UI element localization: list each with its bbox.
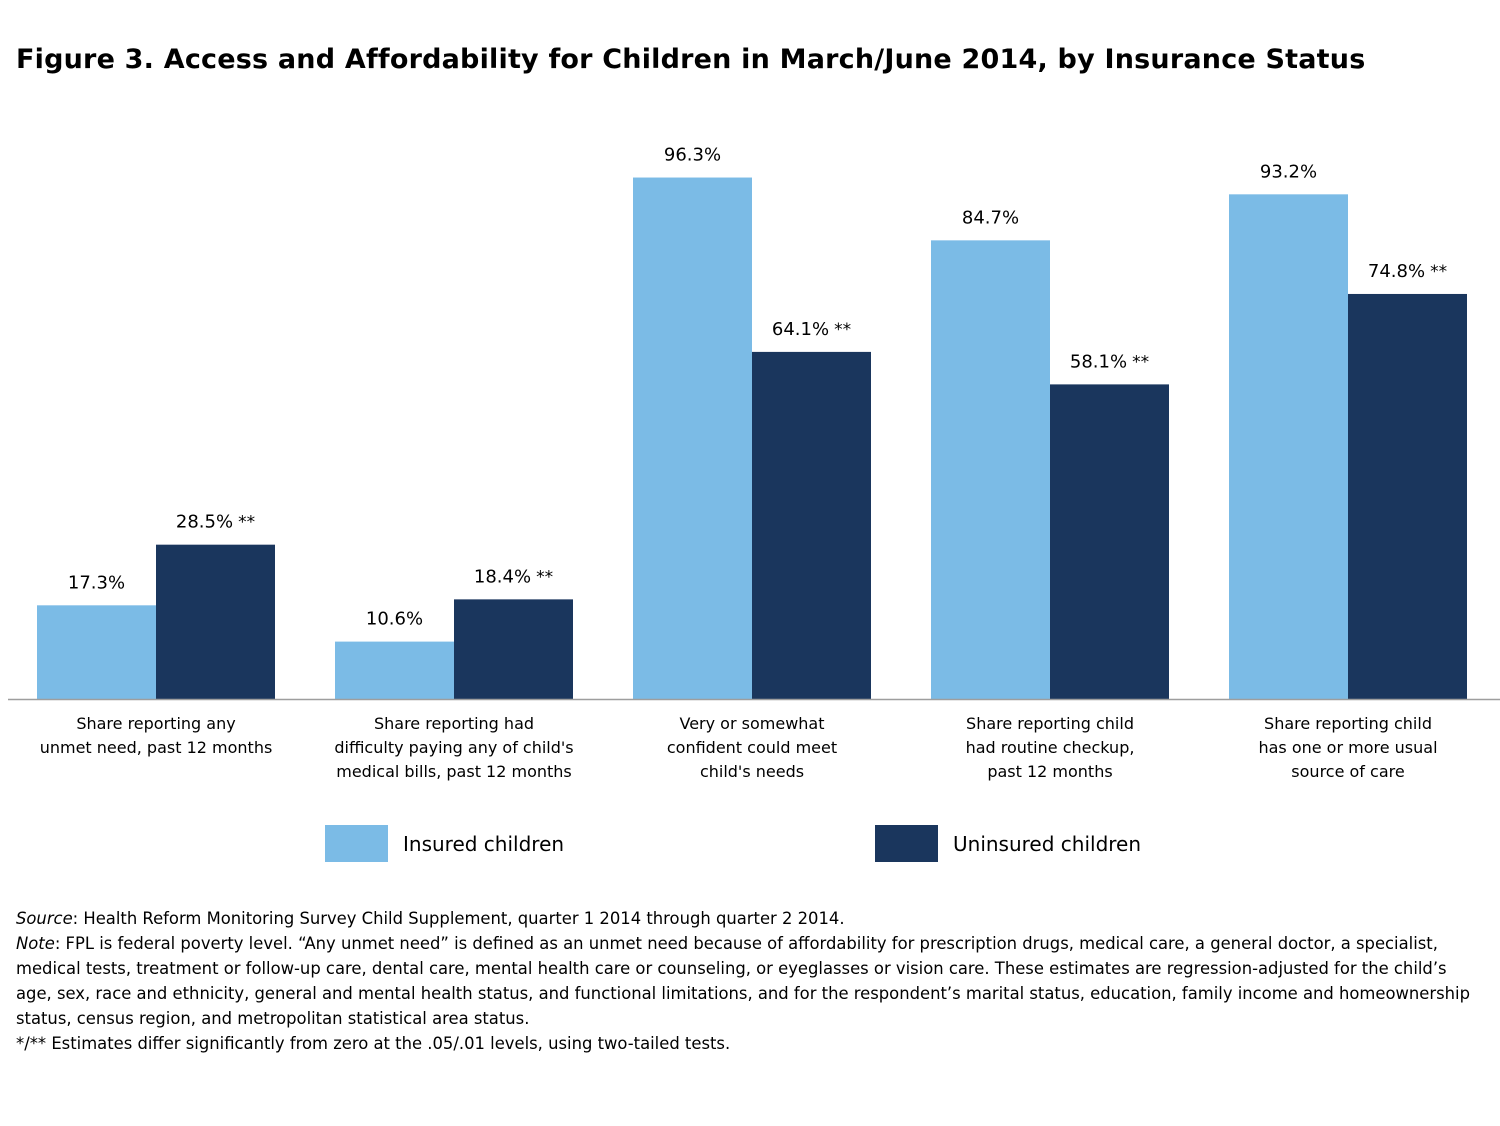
legend-swatch-insured xyxy=(325,825,388,862)
data-label-insured-2: 96.3% xyxy=(664,145,721,166)
bar-insured-0 xyxy=(37,605,156,699)
bar-uninsured-4 xyxy=(1348,293,1467,699)
category-label-3-line-0: Share reporting child xyxy=(966,714,1134,733)
category-label-3-line-1: had routine checkup, xyxy=(966,738,1135,757)
legend-item-uninsured: Uninsured children xyxy=(875,825,1141,862)
category-label-0-line-0: Share reporting any xyxy=(76,714,235,733)
bar-chart: 17.3% 28.5% ** Share reporting any unmet nee… xyxy=(8,145,1500,781)
data-label-uninsured-3: 58.1% ** xyxy=(1070,351,1149,372)
legend-swatch-uninsured xyxy=(875,825,938,862)
significance-marker-0: ** xyxy=(238,513,255,533)
bar-uninsured-2 xyxy=(752,351,871,699)
significance-marker-3: ** xyxy=(1132,352,1149,372)
category-label-3-line-2: past 12 months xyxy=(987,762,1112,781)
category-label-1-line-0: Share reporting had xyxy=(374,714,534,733)
note-text: : FPL is federal poverty level. “Any unm… xyxy=(16,934,1471,1028)
category-label-0-line-1: unmet need, past 12 months xyxy=(40,738,273,757)
bar-insured-3 xyxy=(931,240,1050,700)
data-label-insured-0: 17.3% xyxy=(68,572,125,593)
data-label-uninsured-1: 18.4% ** xyxy=(474,566,553,587)
bar-insured-2 xyxy=(633,177,752,699)
data-label-uninsured-0: 28.5% ** xyxy=(176,512,255,533)
significance-marker-2: ** xyxy=(834,320,851,340)
bar-uninsured-0 xyxy=(156,544,275,699)
category-label-4-line-0: Share reporting child xyxy=(1264,714,1432,733)
significance-marker-4: ** xyxy=(1430,262,1447,282)
category-label-4-line-2: source of care xyxy=(1291,762,1404,781)
bar-uninsured-1 xyxy=(454,599,573,699)
note-label: Note xyxy=(16,934,55,953)
legend-label-insured: Insured children xyxy=(403,831,565,856)
data-label-uninsured-4: 74.8% ** xyxy=(1368,261,1447,282)
category-label-1-line-2: medical bills, past 12 months xyxy=(336,762,572,781)
data-label-uninsured-2: 64.1% ** xyxy=(772,319,851,340)
data-label-insured-3: 84.7% xyxy=(962,207,1019,228)
legend-label-uninsured: Uninsured children xyxy=(953,831,1142,856)
bar-insured-4 xyxy=(1229,194,1348,699)
category-label-2-line-0: Very or somewhat xyxy=(680,714,825,733)
category-label-4-line-1: has one or more usual xyxy=(1258,738,1437,757)
method-note: Note: FPL is federal poverty level. “Any… xyxy=(16,931,1486,1031)
category-label-2-line-1: confident could meet xyxy=(667,738,837,757)
source-note: Source: Health Reform Monitoring Survey … xyxy=(16,906,1486,931)
category-label-2-line-2: child's needs xyxy=(700,762,804,781)
chart-title: Figure 3. Access and Affordability for C… xyxy=(16,44,1366,75)
bar-uninsured-3 xyxy=(1050,384,1169,699)
category-label-1-line-1: difficulty paying any of child's xyxy=(334,738,573,757)
source-text: : Health Reform Monitoring Survey Child … xyxy=(72,909,845,928)
bar-insured-1 xyxy=(335,641,454,699)
data-label-insured-4: 93.2% xyxy=(1260,161,1317,182)
significance-note: */** Estimates differ significantly from… xyxy=(16,1034,731,1053)
legend-item-insured: Insured children xyxy=(325,825,564,862)
data-label-insured-1: 10.6% xyxy=(366,609,423,630)
source-label: Source xyxy=(16,909,73,928)
chart-notes: Source: Health Reform Monitoring Survey … xyxy=(16,906,1486,1056)
significance-marker-1: ** xyxy=(536,567,553,587)
